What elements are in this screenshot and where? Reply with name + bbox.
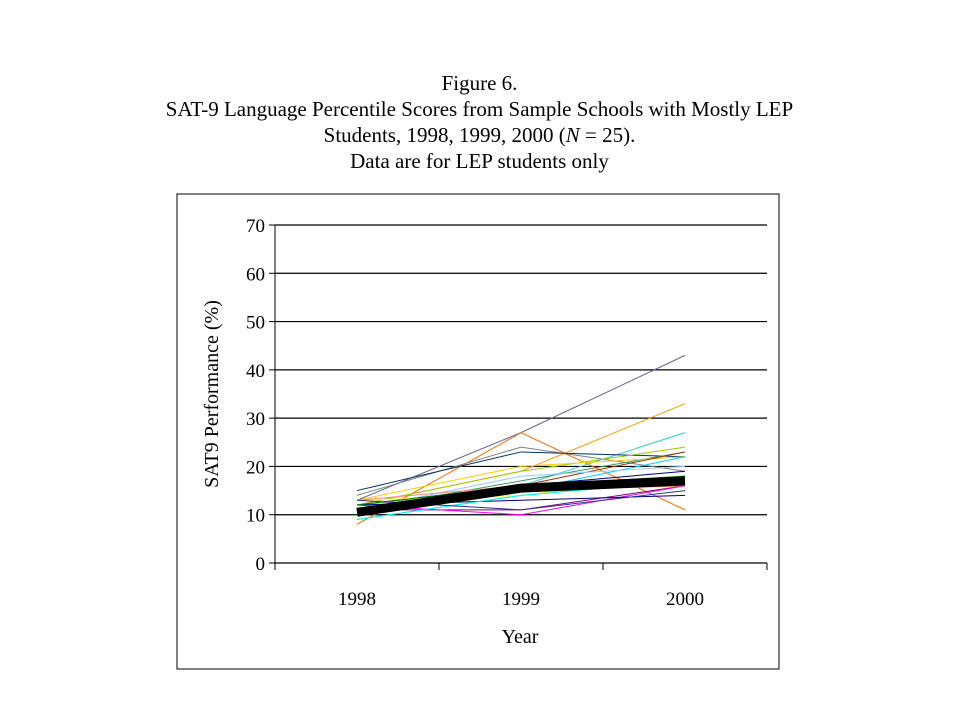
x-tick-label: 1999 [502,589,540,610]
title-line-3-italic: N [565,123,580,147]
y-tick-label: 60 [246,264,265,285]
title-line-2: SAT-9 Language Percentile Scores from Sa… [165,97,794,121]
y-tick-label: 30 [246,409,265,430]
chart-title: Figure 6. SAT-9 Language Percentile Scor… [0,70,959,174]
y-tick-label: 0 [256,554,266,575]
y-tick-label: 10 [246,506,265,527]
x-axis-label: Year [502,626,539,648]
x-tick-label: 2000 [666,589,704,610]
title-line-3: Students, 1998, 1999, 2000 (N = 25). [0,122,959,148]
title-line-1: Figure 6. [441,71,518,95]
y-tick-label: 20 [246,457,265,478]
title-line-3-pre: Students, 1998, 1999, 2000 ( [323,123,566,147]
x-tick-label: 1998 [338,589,376,610]
chart-border [176,193,780,670]
y-tick-label: 70 [246,216,265,237]
title-line-3-post: = 25). [579,123,636,147]
title-line-4: Data are for LEP students only [350,149,609,173]
mean-series-line [356,476,686,517]
series-line [356,456,686,501]
y-tick-label: 50 [246,313,265,334]
series-line [356,446,686,506]
y-axis-label: SAT9 Performance (%) [201,300,223,488]
y-tick-label: 40 [246,361,265,382]
